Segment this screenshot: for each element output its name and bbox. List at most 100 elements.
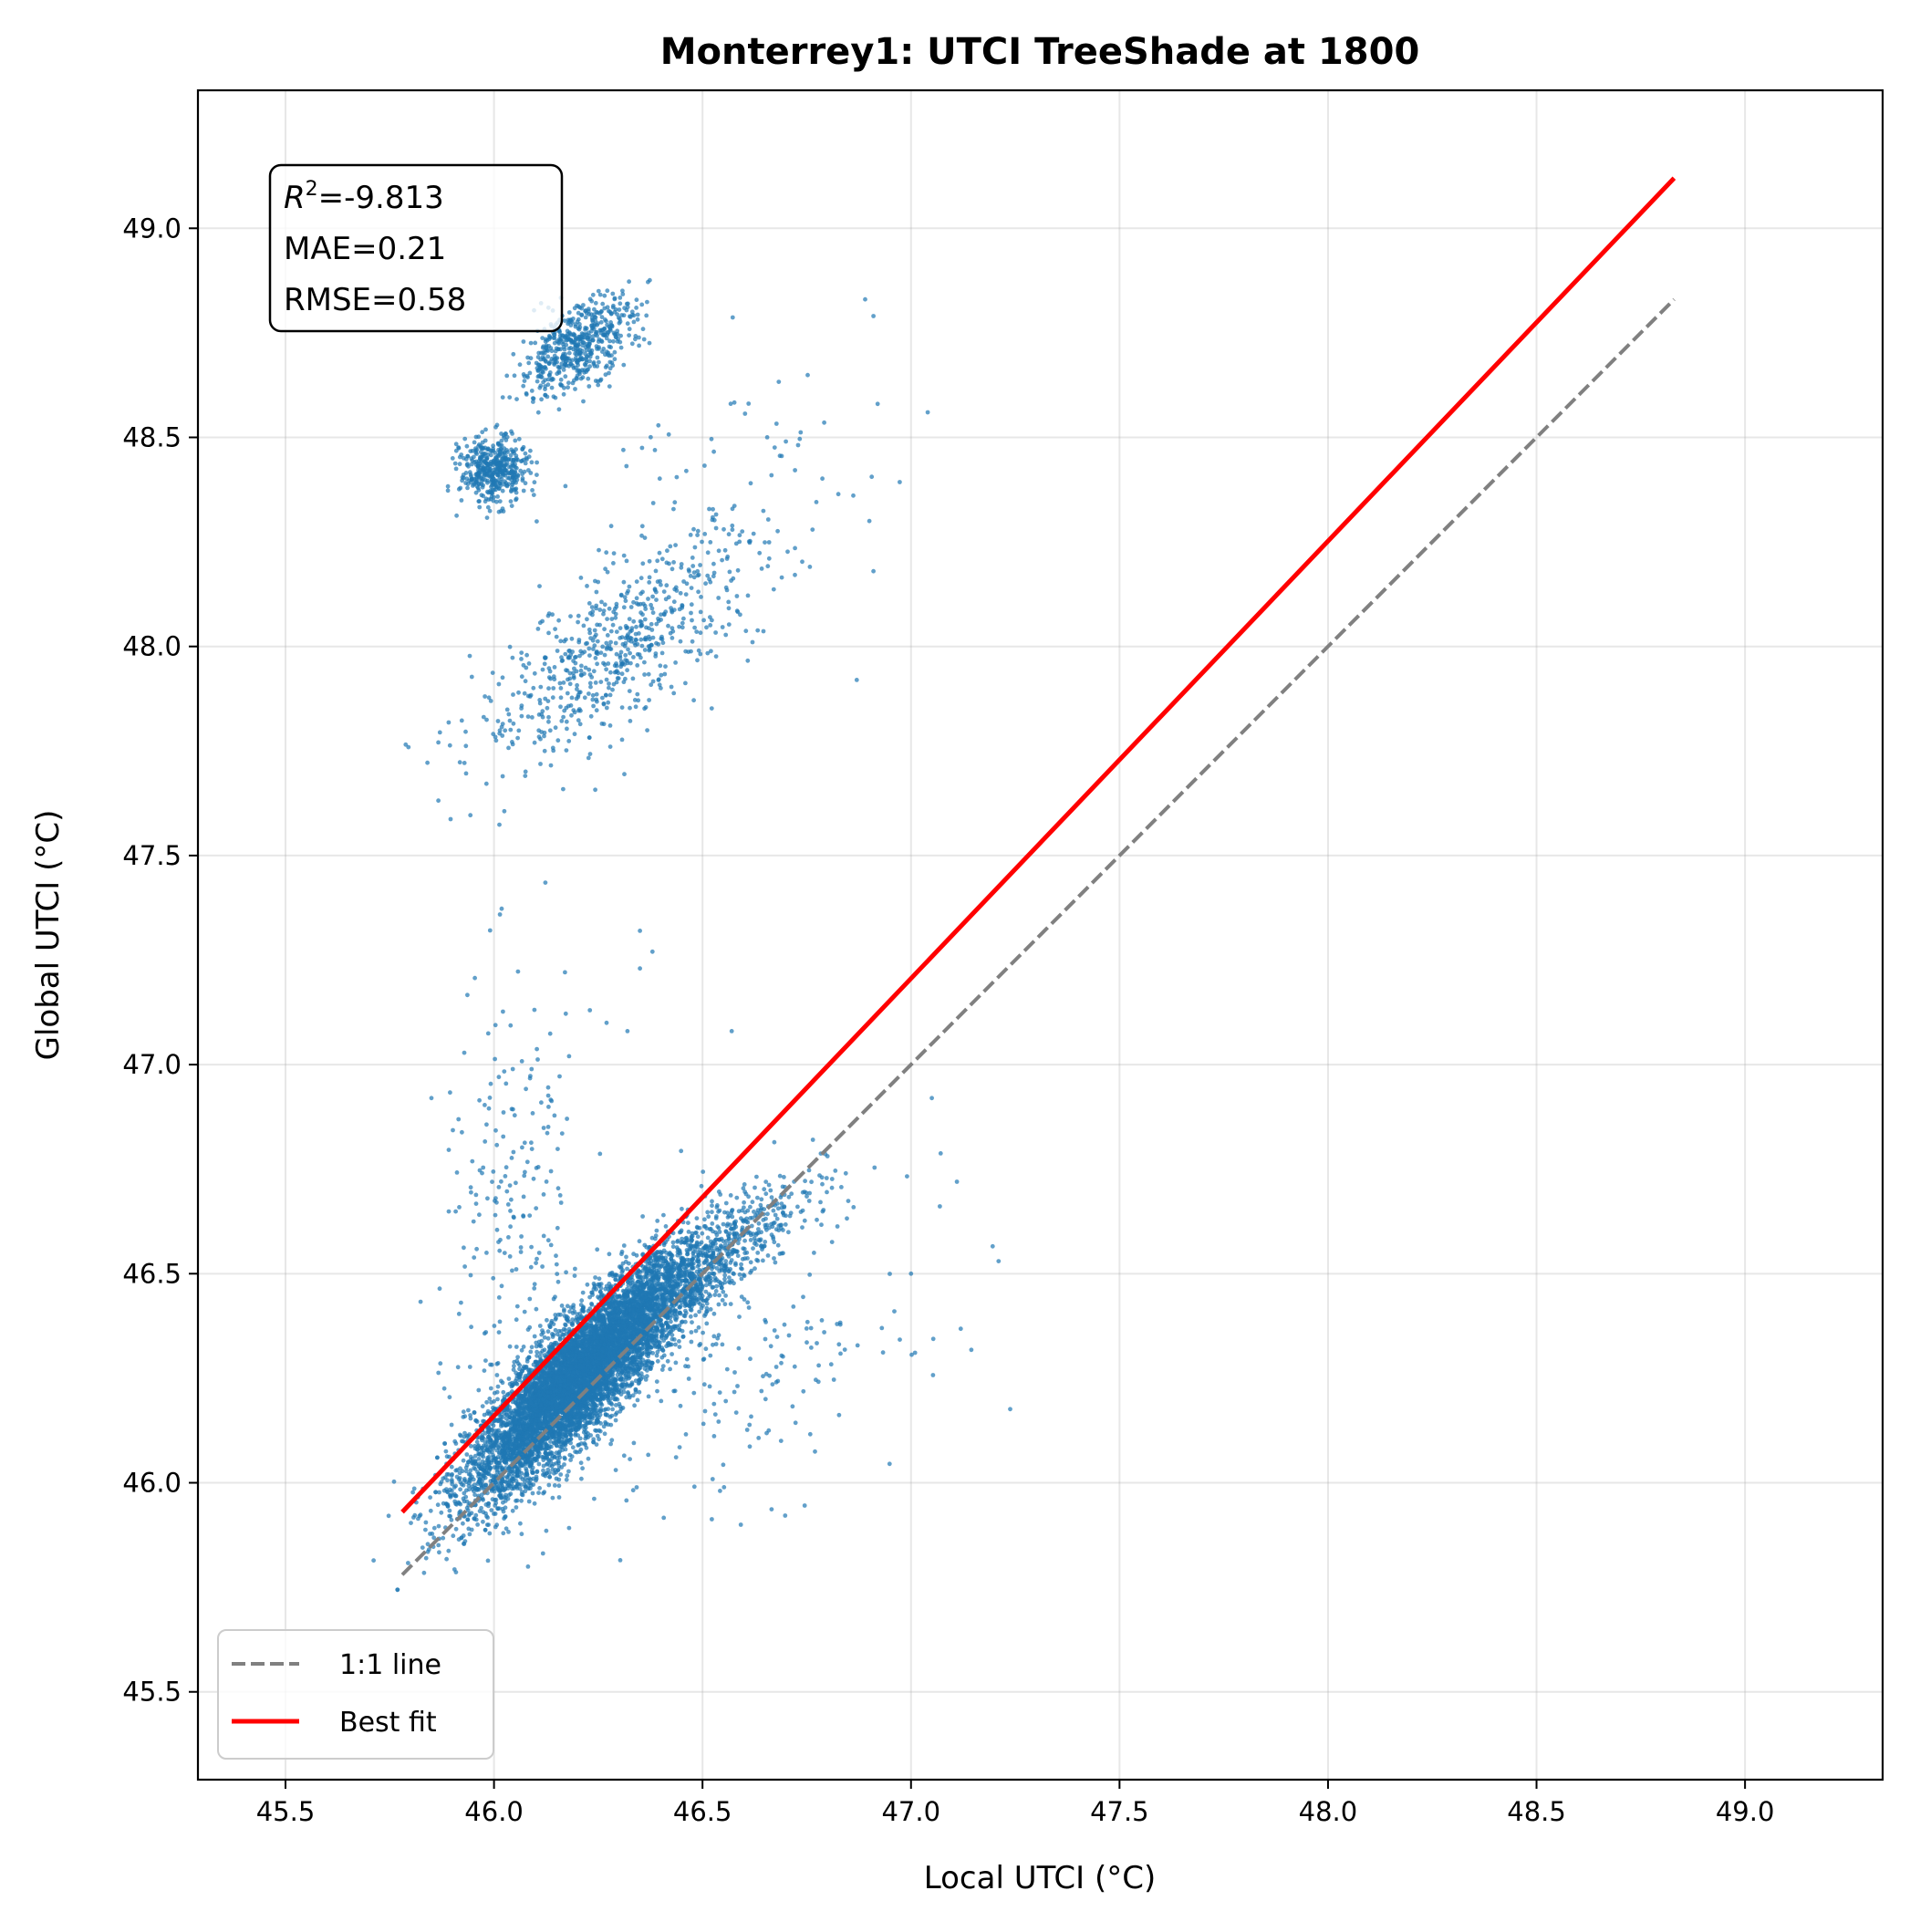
- scatter-point: [546, 1336, 551, 1341]
- scatter-point: [627, 1262, 631, 1266]
- scatter-point: [487, 1532, 492, 1536]
- scatter-point: [494, 1522, 499, 1527]
- scatter-point: [546, 1483, 551, 1488]
- scatter-point: [710, 1210, 714, 1214]
- scatter-point: [710, 1200, 714, 1204]
- scatter-point: [454, 1527, 459, 1532]
- scatter-point: [656, 1359, 660, 1364]
- scatter-point: [567, 1453, 572, 1458]
- scatter-point: [556, 1460, 561, 1465]
- scatter-point: [489, 1387, 493, 1391]
- scatter-point: [704, 1283, 709, 1287]
- scatter-point: [545, 1529, 549, 1533]
- scatter-point: [518, 1522, 523, 1526]
- scatter-point: [517, 1363, 522, 1367]
- scatter-point: [503, 1515, 507, 1520]
- scatter-point: [618, 1409, 622, 1414]
- scatter-point: [533, 1501, 537, 1506]
- scatter-point: [495, 1373, 500, 1377]
- scatter-point: [536, 1491, 541, 1495]
- scatter-point: [568, 1458, 573, 1462]
- scatter-point: [484, 1400, 489, 1405]
- scatter-point: [593, 1275, 597, 1280]
- scatter-point: [437, 1550, 441, 1554]
- scatter-point: [387, 1513, 391, 1518]
- scatter-point: [486, 1522, 491, 1527]
- scatter-point: [439, 1511, 443, 1515]
- scatter-point: [507, 1376, 512, 1381]
- scatter-point: [560, 1304, 565, 1308]
- scatter-point: [577, 1449, 582, 1454]
- scatter-point: [499, 1379, 503, 1384]
- scatter-point: [615, 1273, 619, 1278]
- scatter-point: [464, 1452, 469, 1457]
- scatter-point: [630, 1380, 635, 1385]
- scatter-point: [698, 1342, 702, 1346]
- scatter-point: [553, 1294, 557, 1299]
- scatter-point: [565, 1473, 569, 1478]
- scatter-point: [432, 1526, 437, 1531]
- scatter-point: [565, 1478, 569, 1482]
- scatter-point: [530, 1345, 535, 1349]
- scatter-point: [661, 1213, 666, 1218]
- scatter-point: [609, 1438, 614, 1442]
- scatter-point: [702, 1217, 707, 1221]
- scatter-point: [445, 1472, 450, 1477]
- scatter-point: [371, 1558, 376, 1563]
- scatter-point: [671, 1244, 676, 1249]
- scatter-point: [586, 1457, 591, 1461]
- scatter-point: [424, 1521, 429, 1525]
- scatter-point: [454, 1441, 459, 1446]
- scatter-point: [723, 1302, 728, 1306]
- scatter-point: [541, 1469, 545, 1473]
- scatter-point: [505, 1475, 510, 1480]
- scatter-point: [622, 1243, 627, 1248]
- scatter-point: [678, 1345, 682, 1349]
- scatter-point: [466, 1408, 471, 1413]
- scatter-point: [558, 1472, 563, 1477]
- scatter-point: [686, 1220, 690, 1225]
- scatter-point: [481, 1404, 485, 1408]
- scatter-point: [636, 1398, 640, 1403]
- scatter-point: [582, 1441, 586, 1446]
- scatter-point: [446, 1549, 451, 1553]
- scatter-point: [700, 1306, 704, 1311]
- scatter-point: [620, 1250, 625, 1254]
- scatter-point: [426, 1550, 431, 1554]
- scatter-point: [548, 1439, 553, 1444]
- scatter-point: [645, 1274, 649, 1279]
- scatter-point: [677, 1339, 681, 1344]
- scatter-point: [553, 1483, 557, 1488]
- scatter-point: [666, 1359, 670, 1364]
- scatter-point: [696, 1234, 701, 1239]
- scatter-point: [551, 1496, 555, 1501]
- scatter-point: [454, 1570, 459, 1574]
- scatter-point: [770, 1195, 774, 1200]
- scatter-point: [487, 1397, 492, 1401]
- scatter-point: [548, 1324, 553, 1329]
- scatter-point: [444, 1449, 449, 1454]
- scatter-point: [541, 1491, 545, 1496]
- scatter-point: [485, 1515, 490, 1520]
- scatter-point: [639, 1371, 644, 1376]
- scatter-point: [557, 1329, 562, 1334]
- scatter-point: [537, 1462, 542, 1467]
- scatter-point: [473, 1513, 478, 1518]
- scatter-point: [608, 1442, 613, 1447]
- scatter-point: [468, 1365, 472, 1369]
- scatter-point: [543, 1347, 547, 1352]
- scatter-point: [462, 1477, 467, 1481]
- scatter-point: [595, 1247, 599, 1252]
- scatter-point: [545, 1318, 549, 1323]
- scatter-point: [523, 1485, 527, 1490]
- scatter-point: [555, 1456, 560, 1460]
- scatter-point: [509, 1491, 514, 1496]
- scatter-point: [519, 1482, 524, 1487]
- scatter-point: [424, 1556, 429, 1561]
- scatter-point: [501, 1390, 505, 1395]
- scatter-point: [655, 1354, 659, 1358]
- scatter-point: [450, 1478, 454, 1482]
- scatter-point: [690, 1320, 694, 1324]
- scatter-point: [573, 1449, 577, 1454]
- scatter-point: [535, 1477, 539, 1481]
